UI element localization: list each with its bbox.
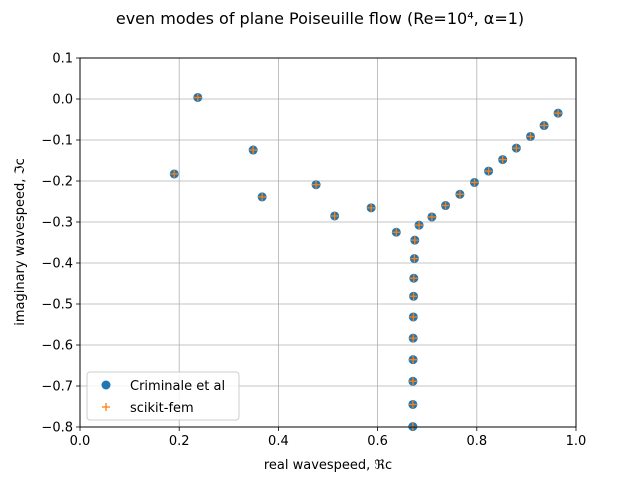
scikit-fem-point — [170, 169, 179, 178]
legend-box — [86, 371, 240, 421]
scikit-fem-point — [409, 274, 418, 283]
scikit-fem-point — [249, 146, 258, 155]
scikit-fem-point — [540, 121, 549, 130]
x-tick-label: 0.0 — [70, 434, 91, 449]
scikit-fem-point — [415, 221, 424, 230]
scikit-fem-point — [526, 132, 535, 141]
scikit-fem-point — [330, 211, 339, 220]
y-tick-label: −0.4 — [41, 257, 73, 272]
y-tick-label: −0.8 — [41, 421, 73, 436]
scikit-fem-point — [409, 355, 418, 364]
scikit-fem-point — [554, 109, 563, 118]
y-tick-label: 0.1 — [52, 52, 73, 67]
scikit-fem-point — [408, 400, 417, 409]
plot-frame — [79, 57, 577, 428]
legend-marker-scikit-fem — [102, 403, 110, 411]
scikit-fem-point — [441, 201, 450, 210]
scikit-fem-point — [367, 203, 376, 212]
scikit-fem-point — [455, 190, 464, 199]
scikit-fem-point — [498, 155, 507, 164]
y-tick-label: −0.7 — [41, 380, 73, 395]
scikit-fem-point — [470, 178, 479, 187]
chart-title: even modes of plane Poiseuille flow (Re=… — [116, 9, 524, 28]
x-tick-label: 0.4 — [268, 434, 289, 449]
x-tick-label: 0.8 — [466, 434, 487, 449]
scikit-fem-point — [258, 192, 267, 201]
x-tick-label: 1.0 — [566, 434, 587, 449]
x-tick-label: 0.2 — [169, 434, 190, 449]
y-tick-label: −0.6 — [41, 339, 73, 354]
scikit-fem-point — [409, 334, 418, 343]
x-axis-label: real wavespeed, ℜc — [264, 458, 392, 473]
legend-marker-criminale — [101, 380, 111, 390]
scikit-fem-point — [409, 312, 418, 321]
scikit-fem-point — [409, 292, 418, 301]
scikit-fem-point — [512, 144, 521, 153]
legend-marker-scikit-fem-symbol — [102, 403, 110, 411]
scikit-fem-point — [410, 236, 419, 245]
scikit-fem-point — [392, 228, 401, 237]
scikit-fem-point — [484, 167, 493, 176]
scikit-fem-point — [408, 377, 417, 386]
legend: Criminale et al scikit-fem — [86, 371, 240, 421]
x-tick-label: 0.6 — [367, 434, 388, 449]
data-markers — [169, 92, 563, 432]
y-tick-label: −0.2 — [41, 175, 73, 190]
legend-marker-criminale-symbol — [101, 380, 111, 390]
y-tick-label: 0.0 — [52, 93, 73, 108]
axis-ticks: 0.0 0.2 0.4 0.6 0.8 1.0 0.1 0.0 −0.1 −0.2 −0.3 −0.4… — [41, 52, 586, 450]
y-tick-label: −0.5 — [41, 298, 73, 313]
scikit-fem-point — [427, 212, 436, 221]
y-tick-label: −0.3 — [41, 216, 73, 231]
scikit-fem-point — [193, 93, 202, 102]
scikit-fem-point — [410, 254, 419, 263]
legend-label-criminale: Criminale et al — [130, 379, 225, 394]
y-axis-label: imaginary wavespeed, ℑc — [13, 158, 28, 326]
scikit-fem-point — [312, 180, 321, 189]
legend-label-scikit-fem: scikit-fem — [130, 401, 194, 416]
y-tick-label: −0.1 — [41, 134, 73, 149]
